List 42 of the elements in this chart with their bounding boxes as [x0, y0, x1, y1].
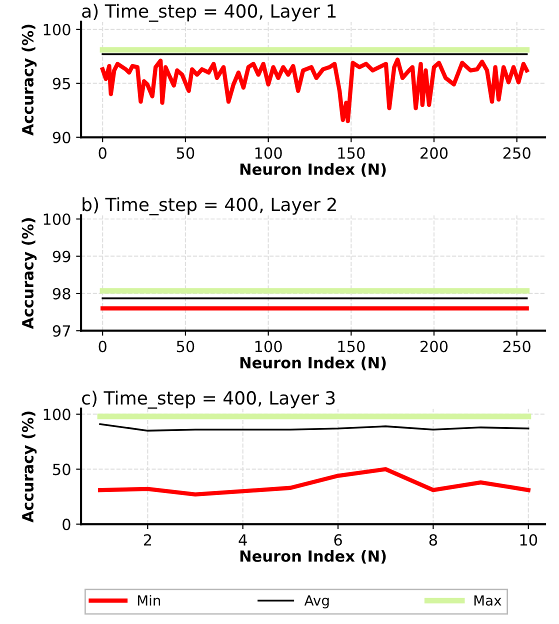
- y-tick-label: 0: [62, 518, 70, 530]
- line-series: [98, 467, 530, 497]
- y-tick-label: 97: [52, 325, 70, 337]
- x-axis-title: Neuron Index (N): [240, 356, 386, 370]
- x-tick-label: 50: [176, 340, 194, 352]
- chart-title: a) Time_step = 400, Layer 1: [82, 4, 336, 22]
- y-tick-label: 99: [52, 250, 70, 262]
- chart-title: c) Time_step = 400, Layer 3: [82, 390, 335, 409]
- y-axis-title: Accuracy (%): [22, 218, 37, 330]
- x-tick-label: 0: [98, 340, 106, 352]
- y-tick-label: 50: [53, 464, 70, 476]
- x-axis-title: Neuron Index (N): [240, 163, 386, 177]
- line-series: [100, 58, 529, 124]
- x-tick-label: 0: [98, 147, 106, 159]
- x-tick-label: 2: [144, 534, 152, 546]
- y-tick-label: 98: [52, 288, 70, 300]
- x-tick-label: 100: [255, 147, 282, 159]
- y-tick-label: 100: [44, 24, 70, 36]
- x-tick-label: 150: [338, 147, 365, 159]
- y-tick-label: 95: [52, 78, 70, 90]
- legend-label: Min: [138, 594, 160, 606]
- legend-label: Max: [474, 595, 502, 606]
- x-tick-label: 250: [503, 340, 530, 352]
- legend-label: Avg: [304, 595, 329, 608]
- chart-title: b) Time_step = 400, Layer 2: [82, 197, 336, 216]
- line-series: [99, 423, 530, 432]
- x-tick-label: 50: [176, 147, 194, 159]
- x-tick-label: 8: [429, 534, 438, 546]
- x-tick-label: 6: [334, 534, 342, 546]
- x-tick-label: 200: [420, 147, 448, 159]
- x-tick-label: 150: [338, 340, 365, 352]
- x-tick-label: 250: [503, 147, 530, 159]
- x-axis-title: Neuron Index (N): [240, 550, 386, 564]
- x-tick-label: 4: [238, 534, 247, 546]
- x-tick-label: 200: [420, 340, 448, 352]
- y-axis-title: Accuracy (%): [22, 412, 37, 522]
- y-tick-label: 100: [44, 408, 70, 420]
- y-axis-title: Accuracy (%): [22, 24, 37, 136]
- x-tick-label: 10: [520, 534, 538, 546]
- x-tick-label: 100: [255, 340, 282, 352]
- y-tick-label: 100: [44, 213, 70, 226]
- y-tick-label: 90: [52, 132, 70, 144]
